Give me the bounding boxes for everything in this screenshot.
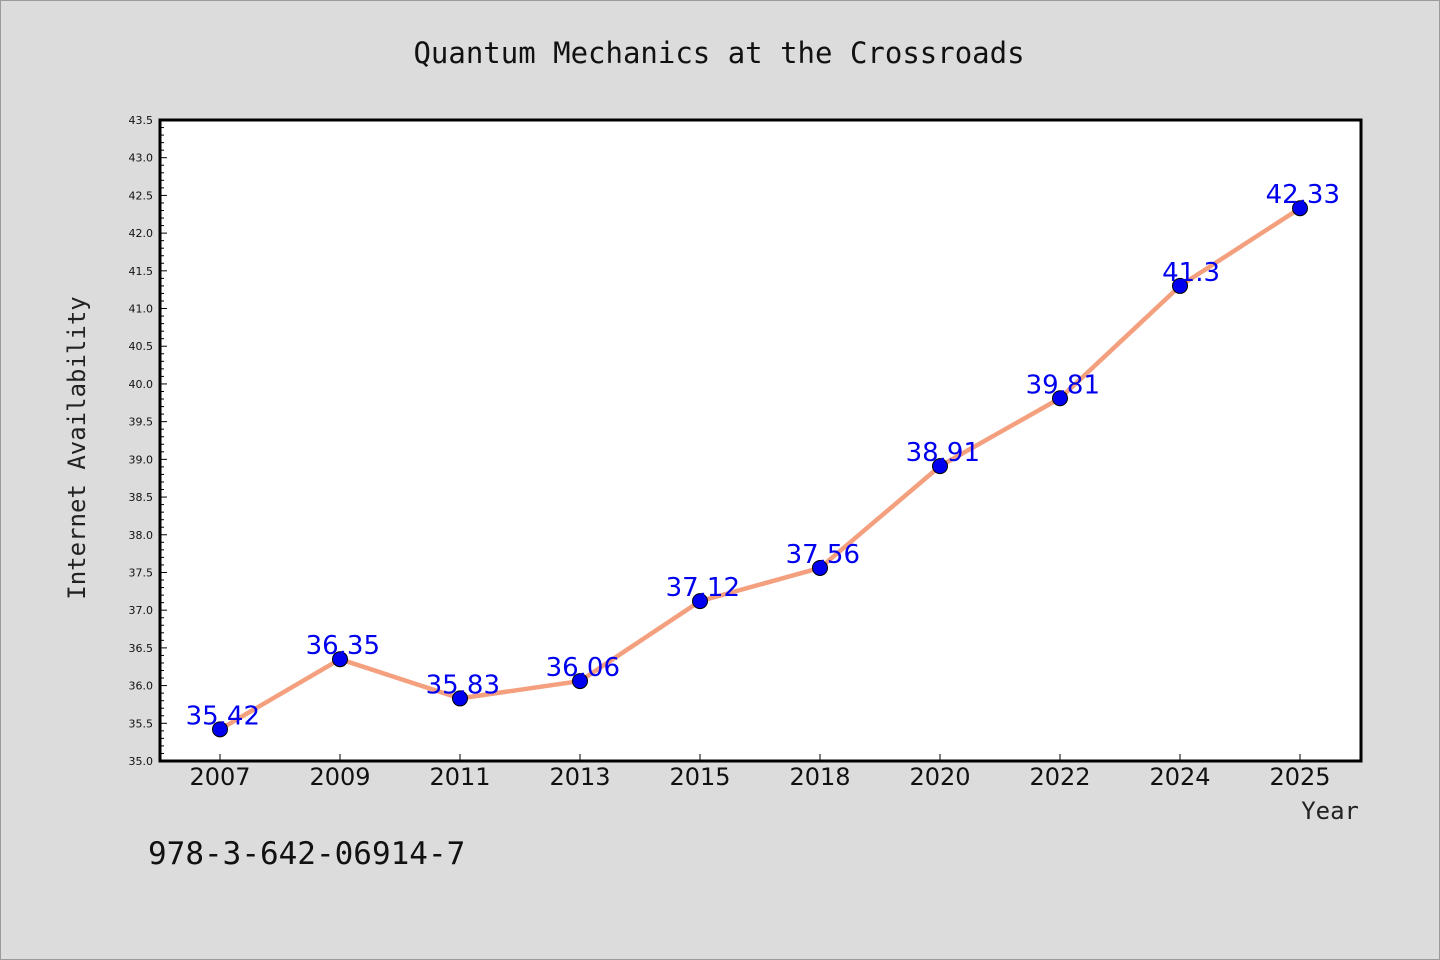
x-tick-label: 2022 (1029, 763, 1090, 791)
y-tick-label: 35.0 (129, 755, 154, 768)
x-tick-label: 2015 (669, 763, 730, 791)
y-tick-label: 38.5 (129, 491, 154, 504)
plot-area (160, 120, 1361, 761)
data-label: 35.83 (426, 670, 500, 700)
chart-title: Quantum Mechanics at the Crossroads (413, 36, 1024, 70)
y-axis-label: Internet Availability (63, 296, 91, 599)
data-label: 37.12 (666, 573, 740, 603)
data-label-layer: 35.42 36.35 35.83 36.06 37.12 37.56 38.91 39.81… (186, 180, 1340, 731)
x-tick-label: 2007 (189, 763, 250, 791)
y-tick-label: 39.0 (129, 453, 154, 466)
x-tick-label: 2020 (909, 763, 970, 791)
y-tick-label: 42.0 (129, 227, 154, 240)
y-tick-label: 40.5 (129, 340, 154, 353)
x-tick-label: 2025 (1269, 763, 1330, 791)
data-point (332, 651, 348, 668)
x-axis-label: Year (1301, 797, 1359, 825)
y-tick-label: 36.5 (129, 642, 154, 655)
data-label: 42.33 (1266, 180, 1340, 210)
data-point (212, 721, 228, 738)
data-label: 36.06 (546, 653, 620, 683)
y-tick-label: 35.5 (129, 717, 154, 730)
data-point (1052, 390, 1068, 407)
y-tick-label: 41.0 (129, 303, 154, 316)
y-tick-label: 39.5 (129, 416, 154, 429)
x-tick-label: 2011 (429, 763, 490, 791)
data-label: 37.56 (786, 540, 860, 570)
y-tick-label: 37.5 (129, 566, 154, 579)
y-axis-ticks: 35.0 35.5 36.0 36.5 37.0 37.5 38.0 38.5 39.0 39.5… (129, 114, 167, 768)
series-layer (212, 200, 1308, 738)
y-tick-label: 42.5 (129, 189, 154, 202)
data-point (572, 673, 588, 690)
x-tick-label: 2009 (309, 763, 370, 791)
y-tick-label: 43.5 (129, 114, 154, 127)
data-label: 35.42 (186, 701, 260, 731)
data-point (812, 559, 828, 576)
y-tick-label: 41.5 (129, 265, 154, 278)
x-tick-label: 2013 (549, 763, 610, 791)
data-point (1292, 200, 1308, 217)
y-tick-label: 37.0 (129, 604, 154, 617)
plot-frame (158, 118, 1363, 763)
data-label: 39.81 (1026, 370, 1100, 400)
series-line (217, 205, 1303, 732)
x-tick-label: 2018 (789, 763, 850, 791)
data-label: 38.91 (906, 438, 980, 468)
data-point (692, 593, 708, 610)
data-point (932, 458, 948, 475)
y-tick-label: 40.0 (129, 378, 154, 391)
data-label: 36.35 (306, 631, 380, 661)
isbn-text: 978-3-642-06914-7 (148, 836, 465, 872)
data-point (452, 690, 468, 707)
y-tick-label: 43.0 (129, 152, 154, 165)
y-tick-label: 36.0 (129, 680, 154, 693)
data-point (1172, 277, 1188, 294)
x-axis-ticks: 2007 2009 2011 2013 2015 2018 2020 2022 2024 2025 (189, 754, 1331, 791)
y-tick-label: 38.0 (129, 529, 154, 542)
x-tick-label: 2024 (1149, 763, 1210, 791)
data-label: 41.3 (1162, 258, 1220, 288)
